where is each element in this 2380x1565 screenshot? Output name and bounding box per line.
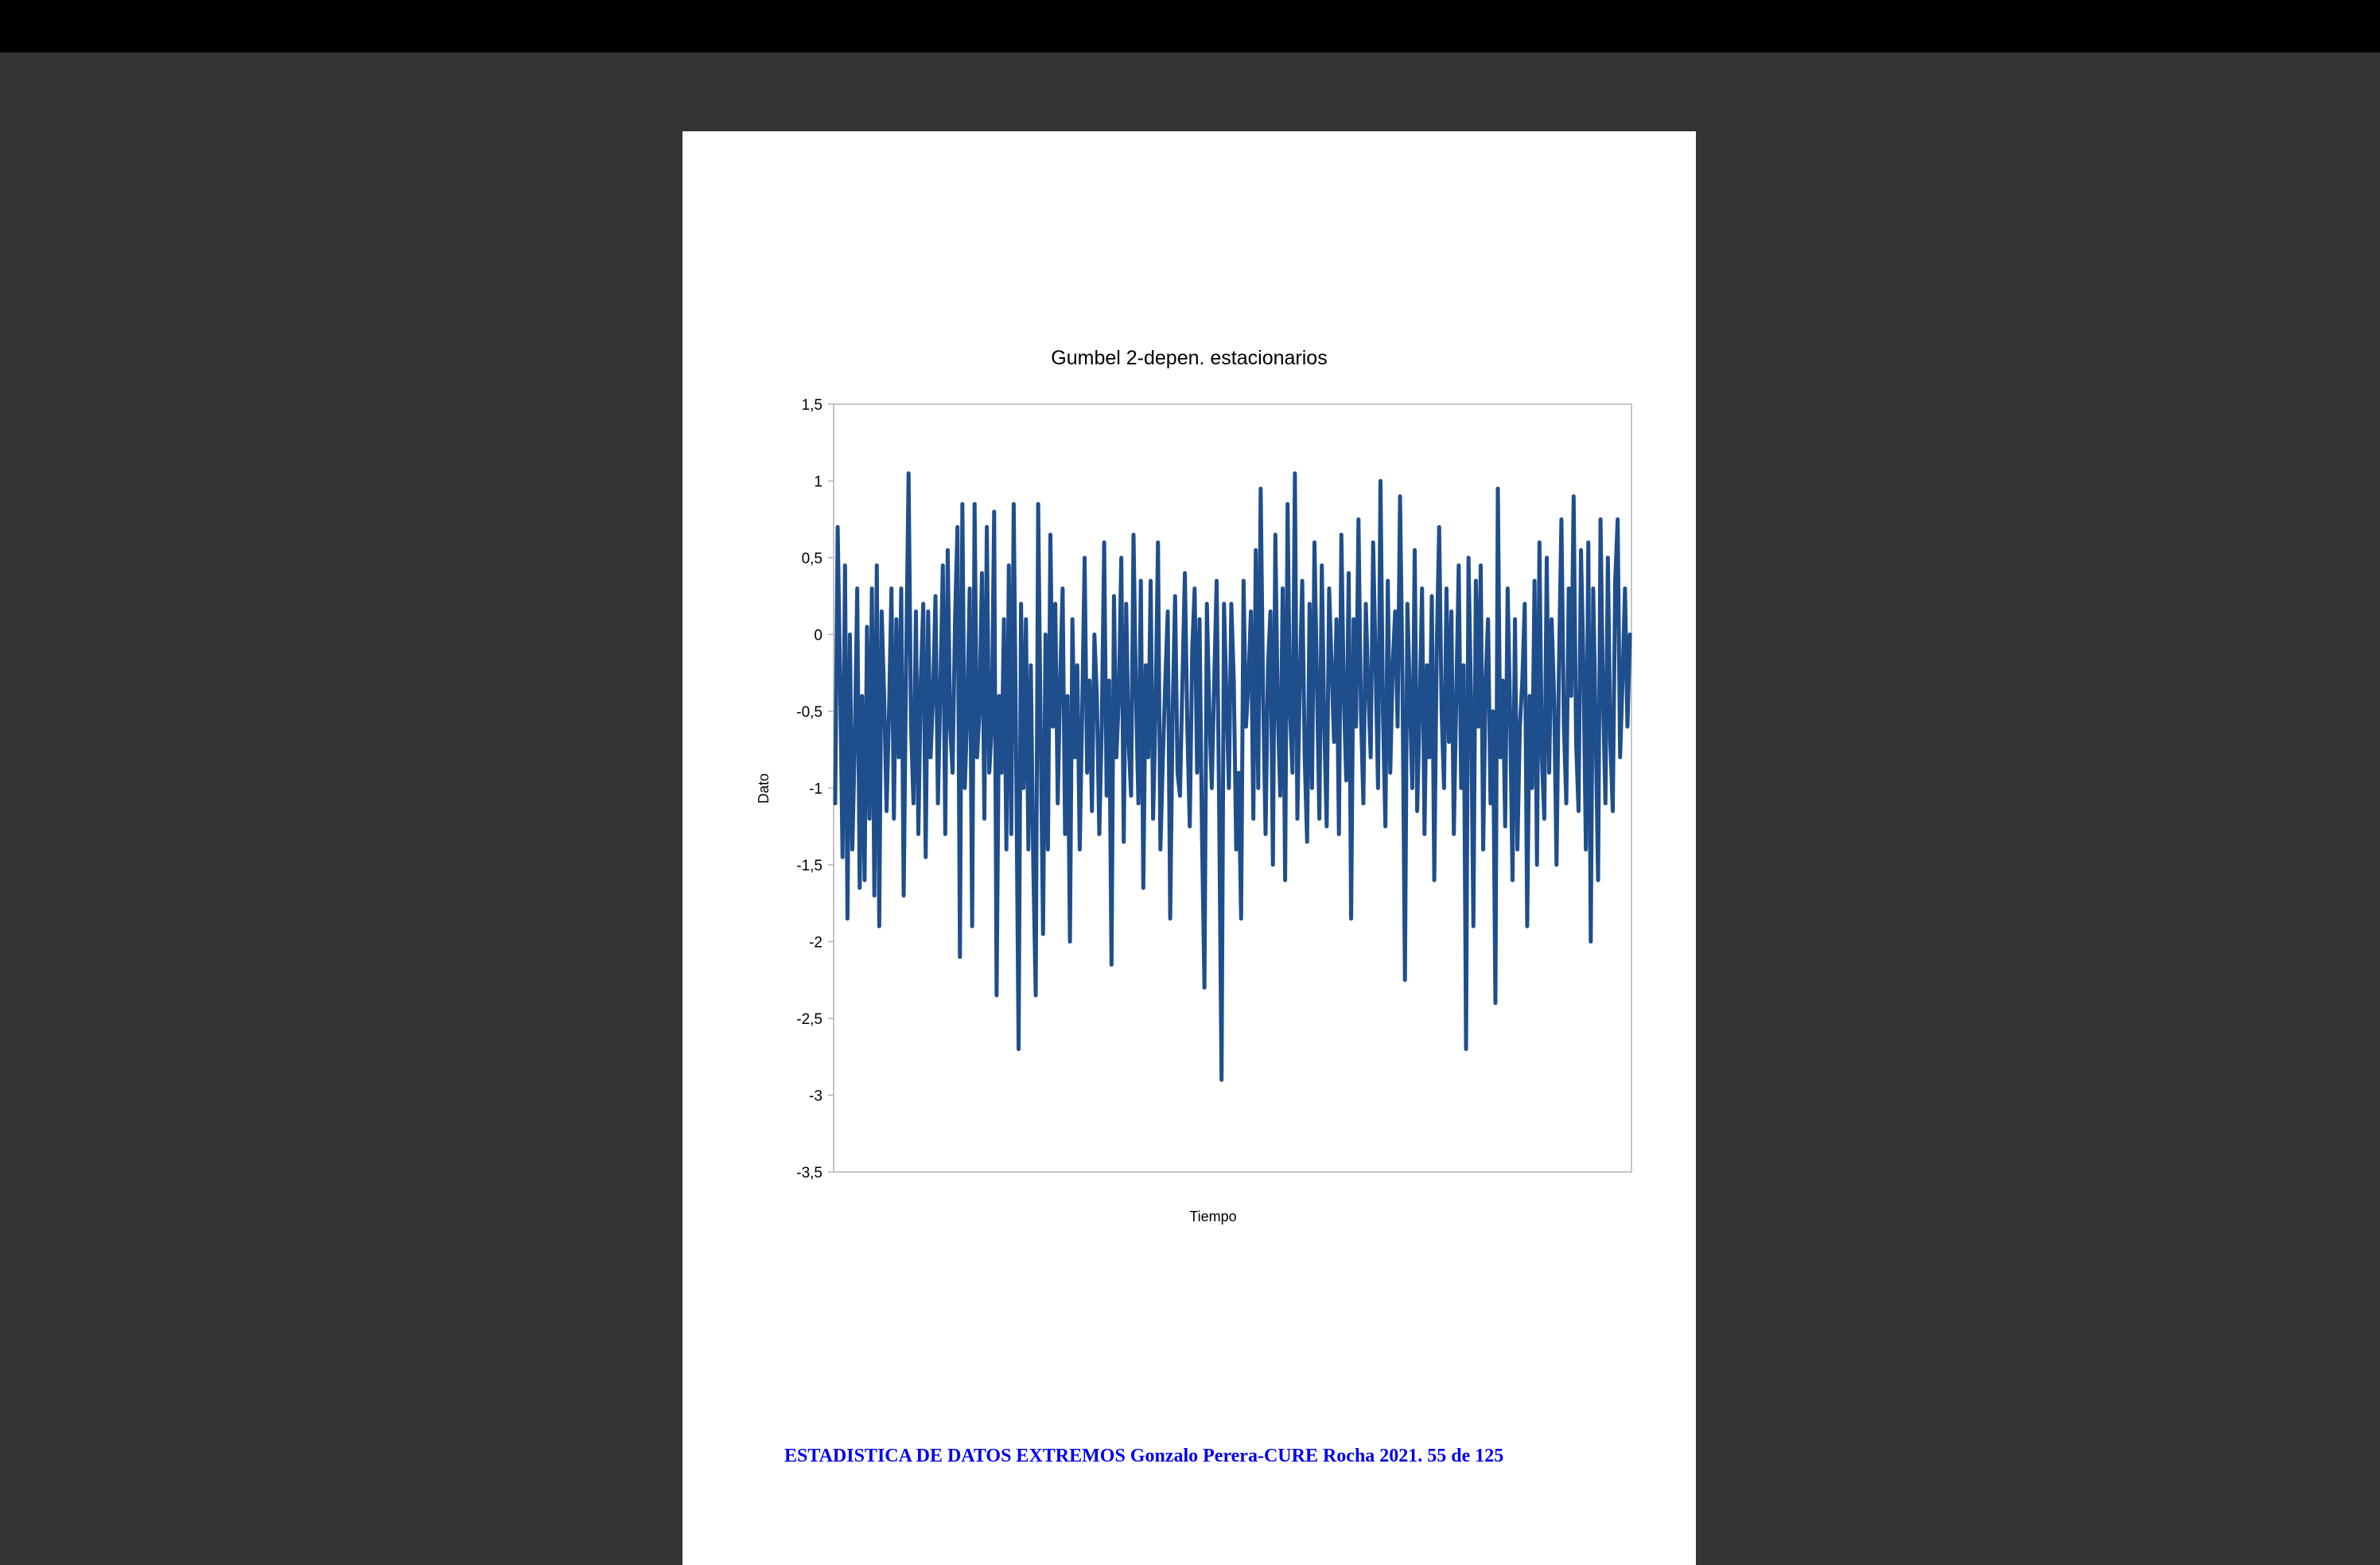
y-tick-label: 0 xyxy=(814,628,822,644)
y-tick-label: -1 xyxy=(809,781,822,798)
y-tick-label: 1,5 xyxy=(802,397,822,414)
document-page: Gumbel 2-depen. estacionarios 1,5 1 0,5 0 -0… xyxy=(682,131,1696,1565)
y-tick-label: -3 xyxy=(809,1088,822,1105)
x-axis-label: Tiempo xyxy=(1189,1209,1236,1224)
page-footer: ESTADISTICA DE DATOS EXTREMOS Gonzalo Pe… xyxy=(784,1446,1504,1466)
y-axis-ticks: 1,5 1 0,5 0 -0,5 -1 -1,5 -2 -2,5 -3 -3,5 xyxy=(796,397,834,1182)
chart-title: Gumbel 2-depen. estacionarios xyxy=(1051,347,1327,369)
y-tick-label: 1 xyxy=(814,474,822,491)
y-tick-label: -0,5 xyxy=(796,704,822,721)
line-chart: Gumbel 2-depen. estacionarios 1,5 1 0,5 0 -0… xyxy=(756,347,1632,1224)
y-tick-label: -1,5 xyxy=(796,858,822,874)
y-tick-label: -2,5 xyxy=(796,1011,822,1028)
y-tick-label: 0,5 xyxy=(802,551,822,567)
series-line xyxy=(833,471,1632,1082)
top-bar xyxy=(0,0,2380,53)
y-tick-label: -3,5 xyxy=(796,1165,822,1182)
document-viewer[interactable]: Gumbel 2-depen. estacionarios 1,5 1 0,5 0 -0… xyxy=(0,53,2380,1565)
y-tick-label: -2 xyxy=(809,935,822,952)
y-axis-label: Dato xyxy=(756,773,772,804)
